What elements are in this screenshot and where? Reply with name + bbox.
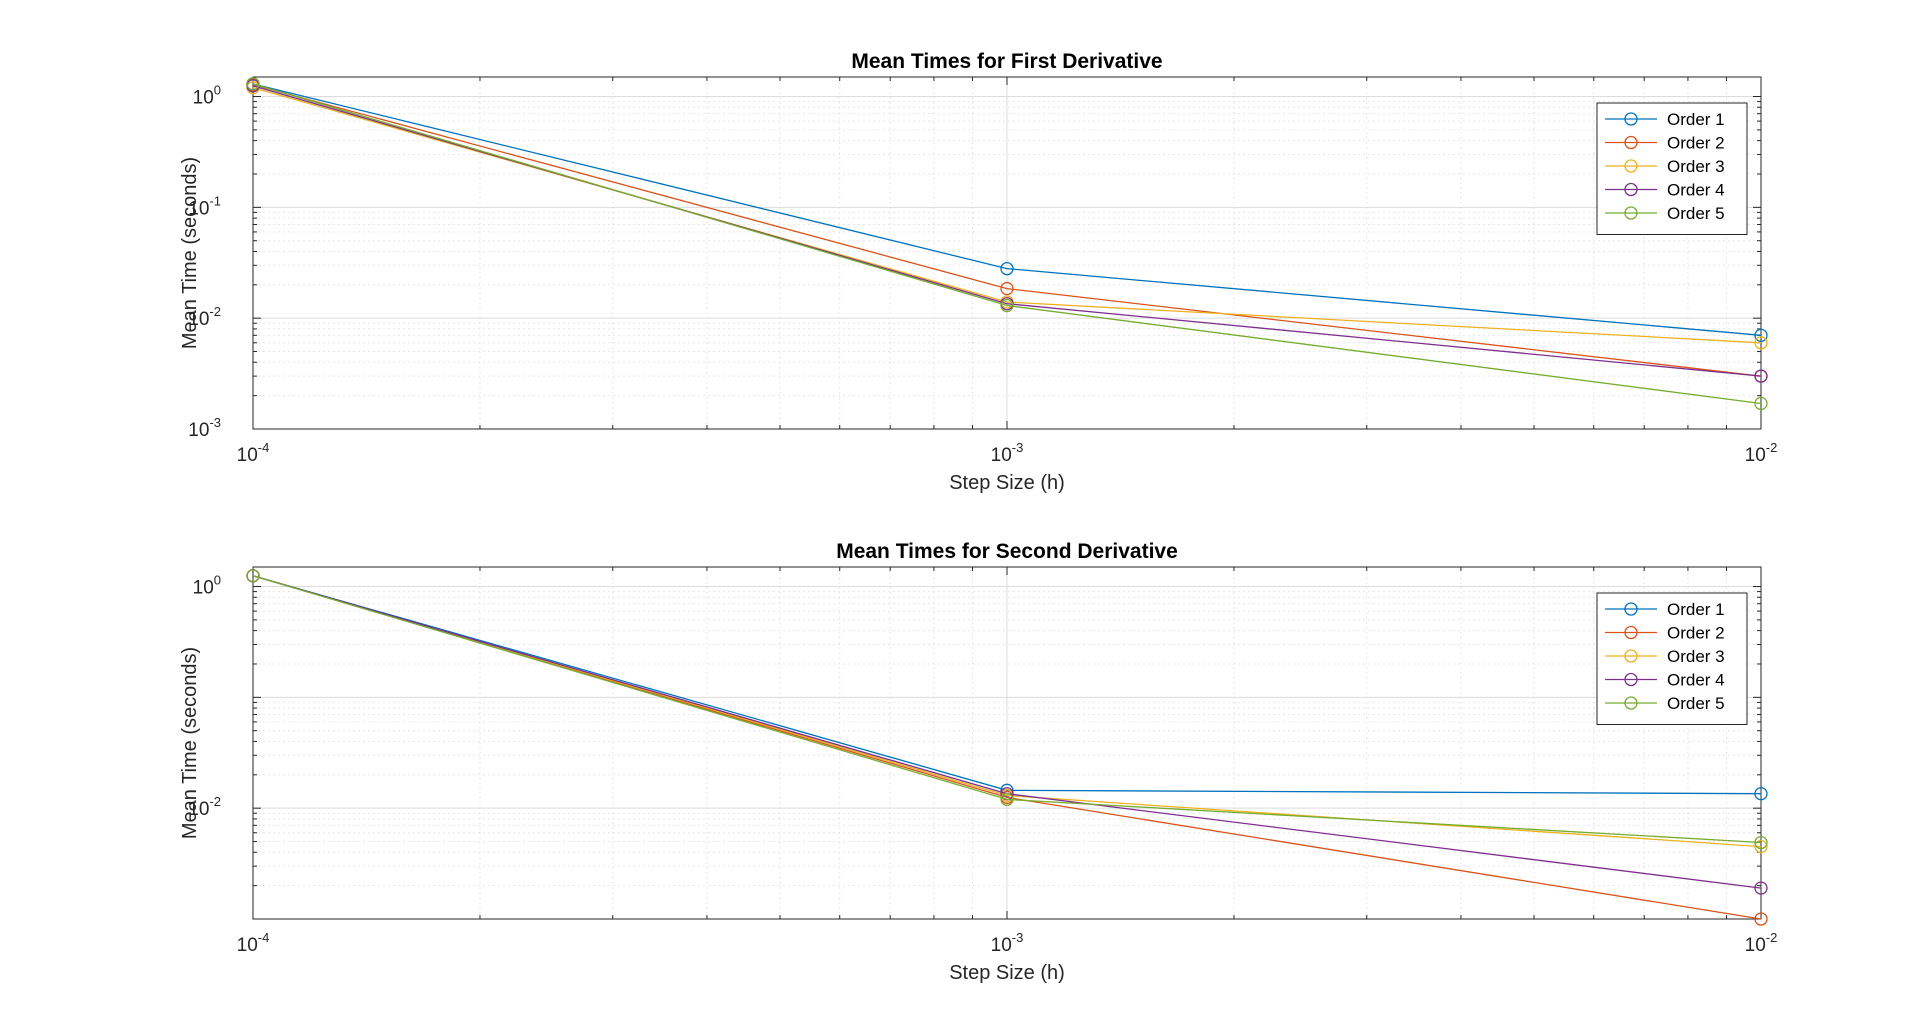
legend-marker bbox=[1624, 159, 1638, 173]
data-point bbox=[1754, 912, 1768, 926]
x-tick-label: 10-4 bbox=[237, 930, 270, 956]
data-point bbox=[1000, 261, 1014, 276]
chart-second-derivative: 10-4 10-3 10-2 100 10-2 Mean Times for Second… bbox=[179, 540, 1777, 984]
y-tick-label: 100 bbox=[193, 573, 221, 599]
data-point bbox=[1754, 787, 1768, 801]
legend-marker bbox=[1624, 135, 1638, 150]
legend-marker bbox=[1624, 649, 1638, 663]
series-line bbox=[252, 87, 1762, 344]
data-point bbox=[246, 569, 260, 583]
y-axis-label: Mean Time (seconds) bbox=[179, 647, 201, 839]
data-point bbox=[1754, 835, 1768, 850]
legend-label: Order 5 bbox=[1667, 204, 1725, 223]
series-line bbox=[252, 83, 1762, 336]
series-line bbox=[252, 83, 1762, 377]
legend-item: Order 1 bbox=[1605, 600, 1725, 619]
legend-label: Order 4 bbox=[1667, 671, 1725, 690]
axes-box bbox=[252, 566, 1762, 920]
x-tick-label: 10-4 bbox=[237, 440, 270, 466]
legend-marker bbox=[1624, 206, 1638, 220]
grid bbox=[253, 567, 1761, 919]
legend-item: Order 3 bbox=[1605, 647, 1725, 666]
data-point bbox=[1754, 396, 1768, 411]
data-point bbox=[1754, 881, 1768, 895]
axes-box bbox=[252, 76, 1762, 430]
x-axis-label: Step Size (h) bbox=[949, 472, 1065, 494]
series-line bbox=[252, 575, 1762, 795]
y-tick-label: 10-2 bbox=[188, 794, 221, 820]
legend-label: Order 5 bbox=[1667, 694, 1725, 713]
data-point bbox=[1000, 792, 1014, 807]
legend-label: Order 1 bbox=[1667, 600, 1725, 619]
y-tick-label: 10-2 bbox=[188, 304, 221, 330]
legend-marker bbox=[1624, 112, 1638, 126]
legend-item: Order 5 bbox=[1605, 204, 1725, 223]
x-tick-label: 10-2 bbox=[1745, 440, 1778, 466]
series-5 bbox=[246, 77, 1768, 411]
legend: Order 1 Order 2 Order 3 Order 4 Order 5 bbox=[1596, 102, 1748, 235]
legend-item: Order 2 bbox=[1605, 624, 1725, 643]
data-point bbox=[1000, 783, 1014, 797]
series-line bbox=[252, 83, 1762, 405]
legend-marker bbox=[1624, 625, 1638, 640]
legend: Order 1 Order 2 Order 3 Order 4 Order 5 bbox=[1596, 592, 1748, 725]
legend-marker bbox=[1624, 696, 1638, 710]
data-point bbox=[1754, 328, 1768, 342]
data-point bbox=[246, 77, 260, 91]
legend-label: Order 1 bbox=[1667, 110, 1725, 129]
x-axis-label: Step Size (h) bbox=[949, 962, 1065, 984]
x-tick-label: 10-3 bbox=[991, 440, 1024, 466]
legend-label: Order 2 bbox=[1667, 134, 1725, 153]
x-tick-label: 10-3 bbox=[991, 930, 1024, 956]
y-tick-label: 10-1 bbox=[188, 193, 221, 219]
legend-item: Order 4 bbox=[1605, 671, 1725, 690]
data-point bbox=[1754, 369, 1768, 383]
data-point bbox=[1000, 281, 1014, 296]
y-tick-label: 10-3 bbox=[188, 415, 221, 441]
legend-marker bbox=[1624, 602, 1638, 616]
legend-item: Order 2 bbox=[1605, 134, 1725, 153]
legend-item: Order 5 bbox=[1605, 694, 1725, 713]
legend-marker bbox=[1624, 182, 1638, 197]
series-5 bbox=[246, 569, 1768, 850]
legend-item: Order 4 bbox=[1605, 181, 1725, 200]
legend-marker bbox=[1624, 672, 1638, 687]
series-line bbox=[252, 575, 1762, 844]
x-tick-label: 10-2 bbox=[1745, 930, 1778, 956]
y-tick-label: 100 bbox=[193, 83, 221, 109]
y-axis-label: Mean Time (seconds) bbox=[179, 157, 201, 349]
legend-item: Order 3 bbox=[1605, 157, 1725, 176]
chart-first-derivative: 10-4 10-3 10-2 100 10-1 10-2 10-3 Mean Times fo… bbox=[179, 50, 1777, 494]
data-point bbox=[1754, 839, 1768, 854]
data-point bbox=[1000, 298, 1014, 313]
legend-label: Order 3 bbox=[1667, 647, 1725, 666]
legend-label: Order 4 bbox=[1667, 181, 1725, 200]
legend-label: Order 3 bbox=[1667, 157, 1725, 176]
legend-label: Order 2 bbox=[1667, 624, 1725, 643]
chart-title: Mean Times for Second Derivative bbox=[836, 540, 1178, 563]
legend-item: Order 1 bbox=[1605, 110, 1725, 129]
tick-marks bbox=[252, 77, 1762, 430]
chart-title: Mean Times for First Derivative bbox=[851, 50, 1162, 73]
data-point bbox=[1754, 336, 1768, 350]
